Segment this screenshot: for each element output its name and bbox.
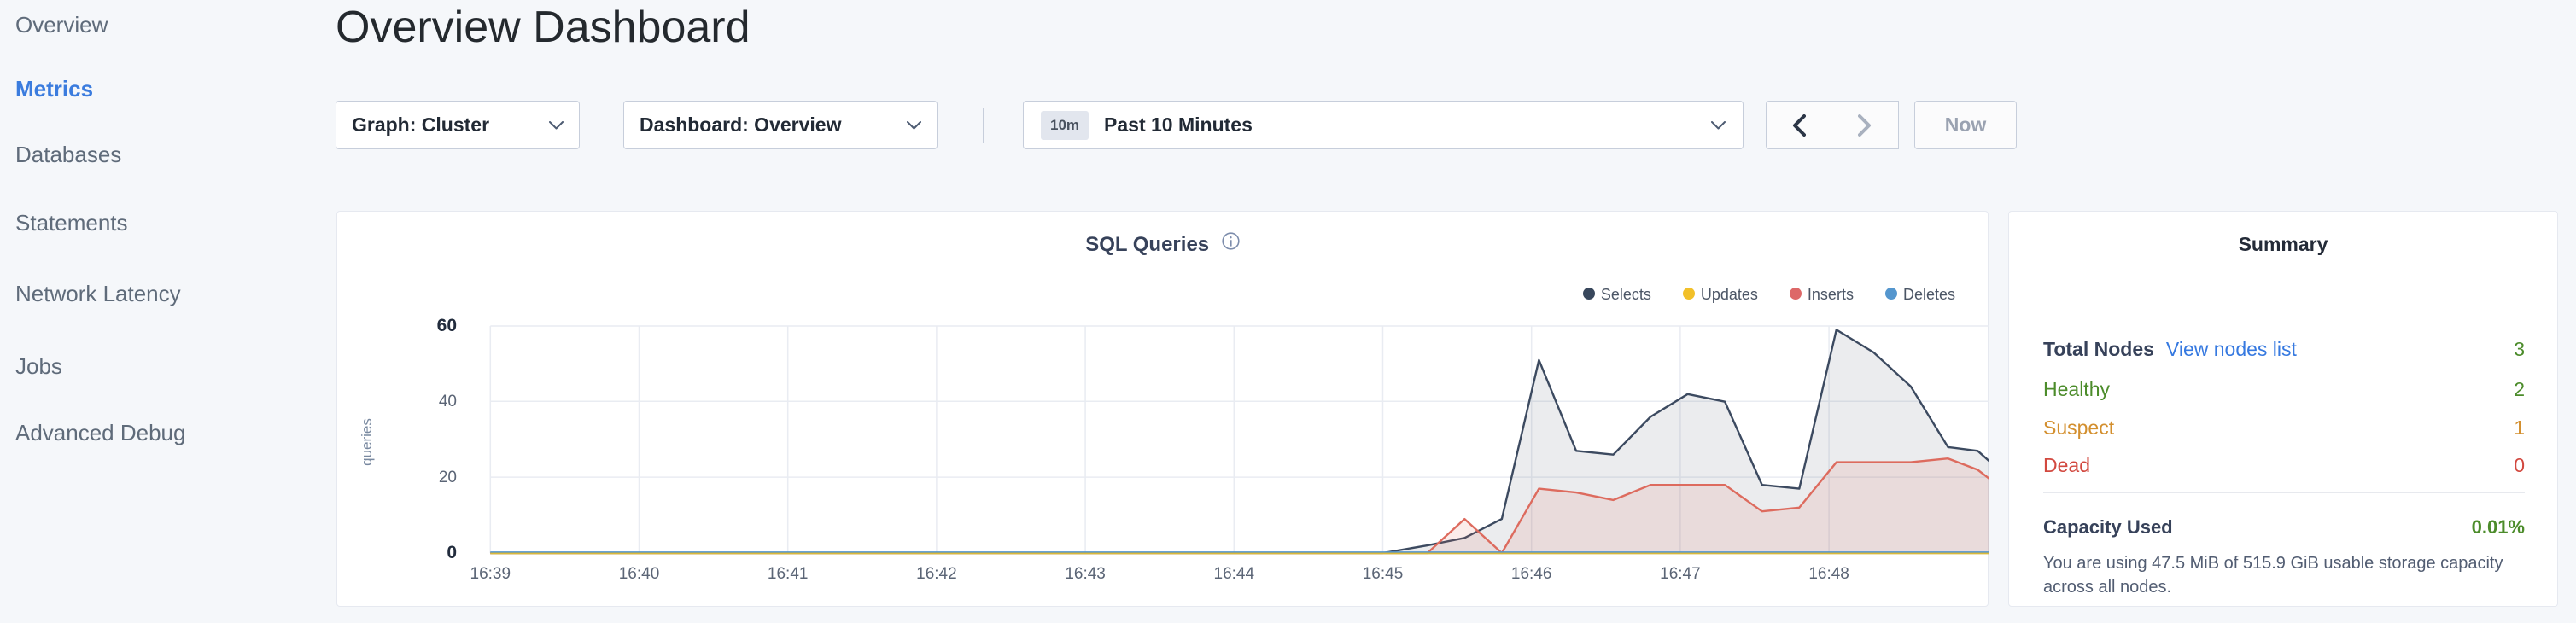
svg-text:60: 60: [437, 316, 457, 335]
svg-text:20: 20: [439, 469, 457, 486]
svg-text:16:48: 16:48: [1808, 565, 1849, 583]
svg-text:16:40: 16:40: [619, 565, 660, 583]
svg-text:16:47: 16:47: [1660, 565, 1701, 583]
svg-text:16:43: 16:43: [1065, 565, 1106, 583]
svg-text:16:41: 16:41: [768, 565, 809, 583]
svg-text:queries: queries: [359, 418, 375, 466]
svg-text:16:46: 16:46: [1511, 565, 1552, 583]
svg-text:40: 40: [439, 393, 457, 410]
svg-text:0: 0: [447, 543, 457, 562]
svg-text:16:42: 16:42: [916, 565, 957, 583]
svg-text:16:45: 16:45: [1363, 565, 1404, 583]
svg-text:16:39: 16:39: [470, 565, 511, 583]
svg-text:16:44: 16:44: [1214, 565, 1255, 583]
